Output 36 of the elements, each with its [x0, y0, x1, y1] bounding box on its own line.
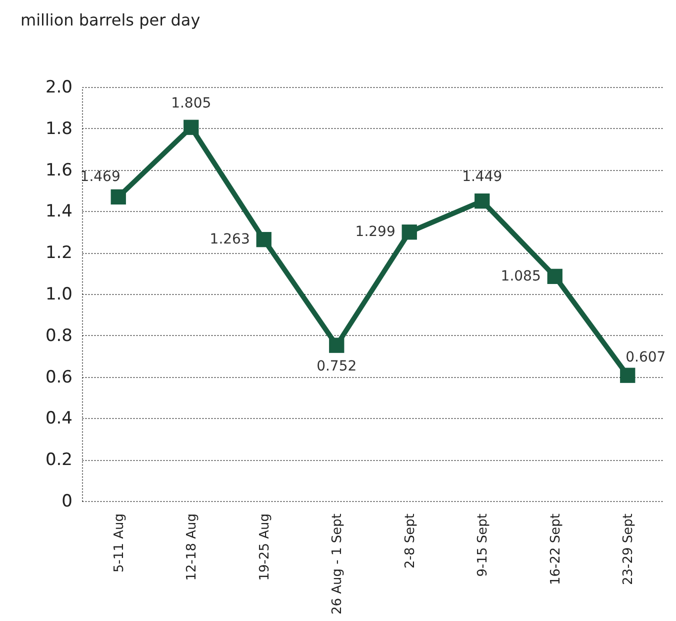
data-label: 1.299 — [355, 224, 396, 240]
point — [547, 268, 562, 284]
point — [110, 189, 126, 204]
data-label: 0.752 — [316, 358, 357, 374]
y-tick-label: 0.4 — [45, 408, 72, 429]
data-label: 0.607 — [626, 349, 666, 366]
x-tick-label: 23-29 Sept — [621, 514, 636, 586]
y-tick-label: 1.2 — [45, 243, 72, 264]
data-label: 1.449 — [462, 169, 502, 186]
x-tick-label: 19-25 Aug — [257, 514, 272, 581]
y-tick-label: 0.2 — [45, 450, 72, 470]
x-tick-label: 26 Aug - 1 Sept — [330, 514, 346, 615]
point — [329, 338, 344, 353]
point — [256, 232, 272, 248]
y-tick-label: 0.8 — [45, 326, 72, 346]
y-axis-title: million barrels per day — [20, 10, 200, 30]
x-tick-label: 9-15 Sept — [476, 514, 491, 577]
y-tick-label: 2.0 — [45, 78, 72, 98]
x-tick-label: 2-8 Sept — [402, 514, 418, 568]
y-tick-label: 1.0 — [45, 284, 72, 304]
data-label: 1.085 — [500, 268, 541, 284]
data-label: 1.805 — [171, 95, 212, 112]
x-tick-label: 12-18 Aug — [184, 514, 200, 581]
y-tick-label: 0 — [62, 492, 72, 512]
point — [184, 120, 199, 135]
y-tick-label: 1.6 — [45, 160, 72, 180]
x-tick-label: 5-11 Aug — [112, 514, 127, 573]
data-label: 1.469 — [80, 168, 120, 185]
point — [402, 224, 417, 240]
y-tick-label: 1.4 — [45, 202, 72, 222]
y-tick-label: 1.8 — [45, 118, 72, 139]
y-tick-label: 0.6 — [45, 367, 72, 388]
point — [474, 193, 490, 209]
point — [620, 368, 636, 383]
x-tick-label: 16-22 Sept — [548, 514, 564, 586]
data-label: 1.263 — [210, 232, 250, 248]
